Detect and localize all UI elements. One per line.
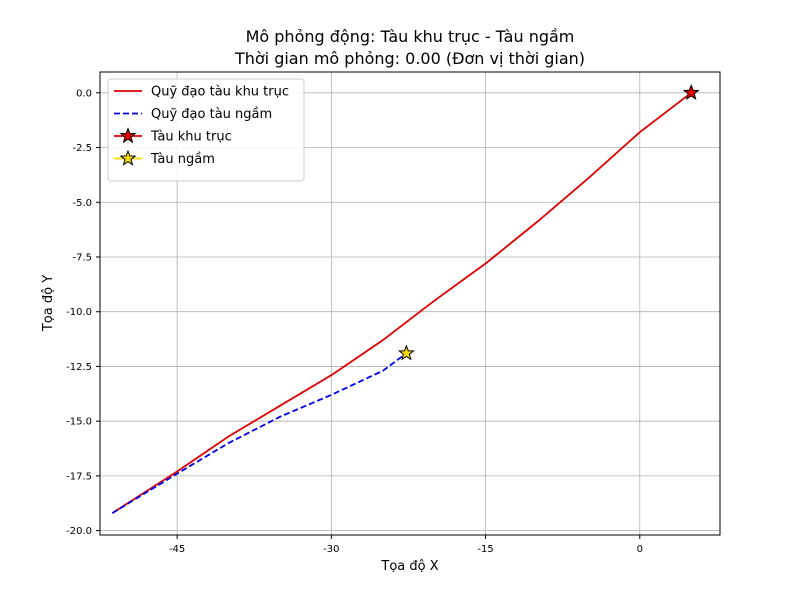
legend-box [107,78,305,182]
y-tick-label: -15.0 [66,417,92,428]
series-marker-3 [397,344,415,361]
y-tick-label: -12.5 [66,362,92,373]
y-tick-label: -20.0 [66,526,92,537]
y-tick-label: -10.0 [66,307,92,318]
y-tick-label: -5.0 [72,198,92,209]
y-tick-label: -2.5 [72,143,92,154]
x-tick-label: -45 [169,544,185,555]
y-tick-label: 0.0 [76,88,92,99]
x-tick-label: -30 [323,544,339,555]
y-axis-label: Tọa độ Y [41,275,56,332]
chart-title: Mô phỏng động: Tàu khu trục - Tàu ngầm [246,27,575,46]
series-marker-2 [682,83,700,100]
y-tick-label: -7.5 [72,252,92,263]
plot-frame [99,71,721,536]
legend-handle-marker-2 [119,127,137,144]
legend-label-2: Tàu khu trục [150,130,232,145]
y-tick-label: -17.5 [66,471,92,482]
legend-label-0: Quỹ đạo tàu khu trục [151,85,289,100]
legend-handle-marker-3 [119,149,137,166]
x-tick-label: 0 [637,544,643,555]
x-axis-label: Tọa độ X [380,559,438,574]
chart-subtitle: Thời gian mô phỏng: 0.00 (Đơn vị thời gi… [234,49,585,68]
series-line-1 [111,352,407,514]
x-tick-label: -15 [477,544,493,555]
series-line-0 [111,92,692,514]
legend-label-3: Tàu ngầm [150,152,215,167]
legend-label-1: Quỹ đạo tàu ngầm [151,107,272,122]
